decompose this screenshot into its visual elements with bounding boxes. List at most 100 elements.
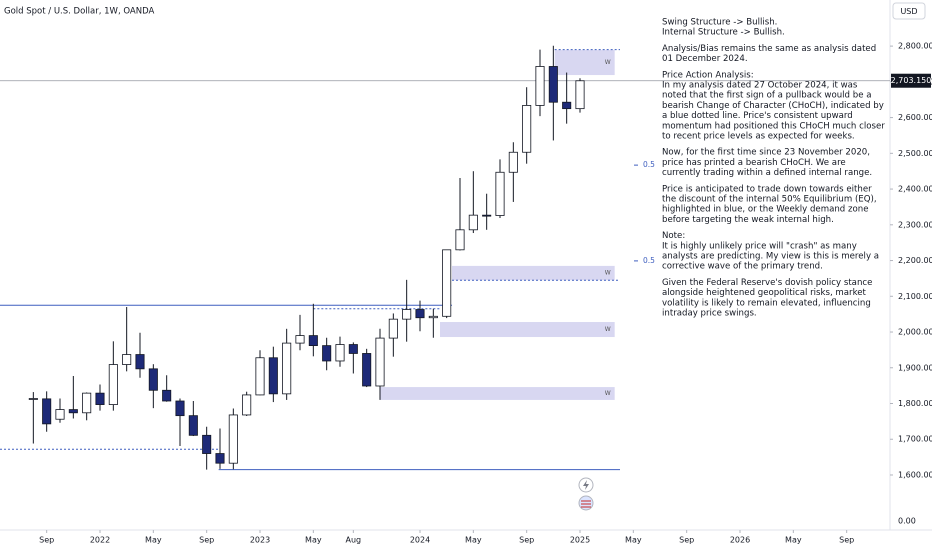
note-line: volatility is likely to remain elevated,… [662, 298, 871, 308]
x-tick-label: 2026 [730, 536, 750, 545]
note-line: In my analysis dated 27 October 2024, it… [662, 81, 858, 91]
note-line: Given the Federal Reserve's dovish polic… [662, 278, 872, 288]
candle-body [122, 354, 132, 365]
demand-zone [380, 387, 615, 400]
candle-body [295, 335, 305, 344]
y-tick-label: 1,600.00 [898, 470, 932, 479]
note-line: bearish Change of Character (CHoCH), ind… [662, 101, 884, 111]
zone-label: W [605, 270, 611, 277]
candle-body [108, 364, 118, 405]
candle-body [42, 398, 52, 425]
candle-body [55, 409, 65, 420]
candle-body [148, 368, 158, 391]
zone-label: W [605, 59, 611, 66]
flag-icon[interactable] [578, 495, 594, 511]
candle-body [282, 342, 292, 395]
candle-body [175, 400, 185, 417]
candle-body [255, 357, 265, 396]
candle-body [322, 345, 332, 362]
flag-icon-glyph [581, 500, 591, 508]
candle-body [562, 101, 572, 110]
note-line: corrective wave of the primary trend. [662, 262, 823, 272]
x-tick-label: Sep [39, 536, 54, 545]
candle-body [348, 344, 358, 354]
note-line: to recent price levels as expected for w… [662, 132, 855, 142]
note-line: highlighted in blue, or the Weekly deman… [662, 205, 869, 215]
y-tick-label: 2,600.00 [898, 113, 932, 122]
candle-body [402, 309, 412, 320]
candle-body [548, 66, 558, 103]
candle-body [215, 453, 225, 464]
candle-body [495, 171, 505, 216]
note-line: Price Action Analysis: [662, 70, 754, 80]
candle-body [162, 389, 172, 402]
event-icon-glyph [583, 480, 589, 490]
candle-body [535, 66, 545, 106]
zone-label: W [605, 390, 611, 397]
note-line: Internal Structure -> Bullish. [662, 28, 785, 38]
eq-label: 0.5 [643, 160, 655, 169]
note-line: analysts are predicting. My view is this… [662, 252, 879, 262]
note-line: before targeting the weak internal high. [662, 215, 834, 225]
candle-body [468, 214, 478, 231]
x-tick-label: May [305, 536, 322, 545]
currency-box[interactable] [892, 2, 926, 20]
x-tick-label: 2023 [250, 536, 270, 545]
candle-body [202, 434, 212, 454]
y-tick-label: 2,800.00 [898, 42, 932, 51]
price-label: 2,703.150 [891, 76, 932, 85]
candle-body [28, 398, 38, 400]
x-tick-label: Sep [199, 536, 214, 545]
note-line: intraday price swings. [662, 309, 757, 319]
currency: USD [900, 7, 917, 16]
candle-body [268, 357, 278, 395]
price-label-box [891, 73, 931, 88]
y-tick-label: 2,300.00 [898, 220, 932, 229]
candle-body [82, 392, 92, 414]
x-tick-label: May [625, 536, 642, 545]
candle-body [428, 315, 438, 319]
x-tick-label: Aug [346, 536, 362, 545]
note-line: Price is anticipated to trade down towar… [662, 184, 872, 194]
candle-body [188, 415, 198, 436]
candle-body [95, 392, 105, 405]
y-tick-label: 2,000.00 [898, 328, 932, 337]
note-line: the discount of the internal 50% Equilib… [662, 195, 877, 205]
x-tick-label: 2024 [410, 536, 430, 545]
candle-body [335, 344, 345, 362]
x-tick-label: 2022 [90, 536, 110, 545]
y-tick-label: 2,400.00 [898, 185, 932, 194]
x-tick-label: May [465, 536, 482, 545]
x-tick-label: 2025 [570, 536, 590, 545]
candle-body [522, 105, 532, 153]
y-tick-label: 1,900.00 [898, 363, 932, 372]
note-line: Analysis/Bias remains the same as analys… [662, 44, 876, 54]
candle-body [388, 318, 398, 339]
note-line: alongside heightened geopolitical risks,… [662, 288, 867, 298]
candle-body [482, 214, 492, 217]
note-line: noted that the first sign of a pullback … [662, 91, 871, 101]
y-tick-label: 1,800.00 [898, 399, 932, 408]
candle-body [68, 409, 78, 414]
note-line: Note: [662, 231, 685, 241]
candle-body [242, 394, 252, 416]
plot: W W W W 0.5 0.5 [0, 45, 890, 471]
x-tick-label: Sep [519, 536, 534, 545]
demand-zone [554, 50, 615, 76]
zone-label: W [605, 326, 611, 333]
candle-body [308, 335, 318, 347]
candle-body [455, 229, 465, 251]
demand-zone [452, 265, 615, 281]
demand-zone [440, 322, 615, 338]
candle-body [375, 337, 385, 387]
y-tick-label: 2,100.00 [898, 292, 932, 301]
y-tick-label: 1,700.00 [898, 435, 932, 444]
note-line: Swing Structure -> Bullish. [662, 18, 777, 28]
candle-body [442, 249, 452, 317]
candle-body [415, 309, 425, 319]
x-tick-label: Sep [679, 536, 694, 545]
note-line: a blue dotted line. Price's consistent u… [662, 111, 853, 121]
note-line: price has printed a bearish CHoCH. We ar… [662, 158, 846, 168]
candle-body [362, 353, 372, 387]
note-line: momentum had positioned this CHoCH much … [662, 121, 885, 131]
